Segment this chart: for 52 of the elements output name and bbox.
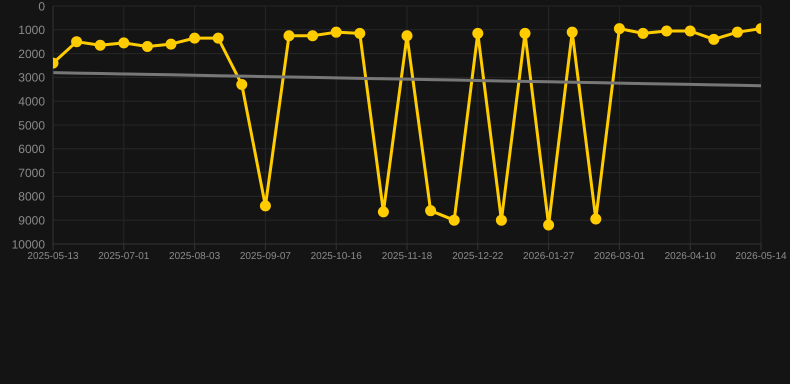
- point: [118, 37, 130, 48]
- x-tick-label: 2026-05-14: [735, 251, 788, 262]
- y-tick-label: 4000: [18, 94, 46, 108]
- y-tick-label: 2000: [18, 46, 46, 61]
- y-tick-label: 7000: [18, 166, 46, 180]
- point: [307, 30, 318, 42]
- point: [284, 30, 294, 42]
- point: [566, 26, 578, 38]
- point: [378, 206, 389, 218]
- point: [590, 214, 602, 225]
- point: [472, 28, 484, 39]
- point: [661, 25, 672, 36]
- point: [684, 25, 696, 36]
- y-tick-label: 1000: [18, 23, 46, 38]
- x-tick-label: 2026-01-27: [523, 251, 575, 262]
- point: [236, 79, 248, 90]
- point: [354, 28, 366, 39]
- y-tick-label: 9000: [18, 213, 46, 228]
- x-tick-label: 2025-10-16: [310, 251, 362, 262]
- y-tick-label: 3000: [18, 70, 46, 85]
- point: [71, 36, 82, 48]
- x-tick-label: 2025-11-18: [382, 251, 433, 262]
- point: [260, 200, 271, 212]
- point: [425, 205, 436, 216]
- x-tick-label: 2026-03-01: [594, 251, 646, 262]
- point: [638, 28, 648, 39]
- point: [732, 26, 743, 38]
- point: [212, 32, 224, 44]
- x-tick-label: 2025-08-03: [169, 251, 221, 262]
- point: [330, 26, 342, 38]
- point: [166, 38, 176, 50]
- y-tick-label: 0: [38, 0, 46, 14]
- point: [496, 214, 507, 226]
- point: [448, 214, 460, 226]
- x-tick-label: 2025-05-13: [27, 251, 80, 262]
- x-tick-label: 2025-09-07: [240, 251, 292, 262]
- x-tick-label: 2025-07-01: [98, 251, 150, 262]
- point: [94, 40, 106, 51]
- y-tick-label: 8000: [18, 190, 46, 204]
- point: [189, 32, 200, 44]
- y-tick-label: 6000: [18, 142, 46, 156]
- y-tick-label: 10000: [12, 237, 46, 252]
- x-tick-label: 2025-12-22: [452, 251, 504, 262]
- point: [543, 219, 554, 230]
- y-tick-label: 5000: [18, 118, 46, 132]
- point: [142, 40, 153, 52]
- point: [402, 30, 412, 42]
- point: [614, 23, 625, 34]
- line-series: [53, 71, 761, 88]
- point: [708, 34, 720, 45]
- point: [520, 28, 530, 39]
- x-tick-label: 2026-04-10: [664, 251, 716, 262]
